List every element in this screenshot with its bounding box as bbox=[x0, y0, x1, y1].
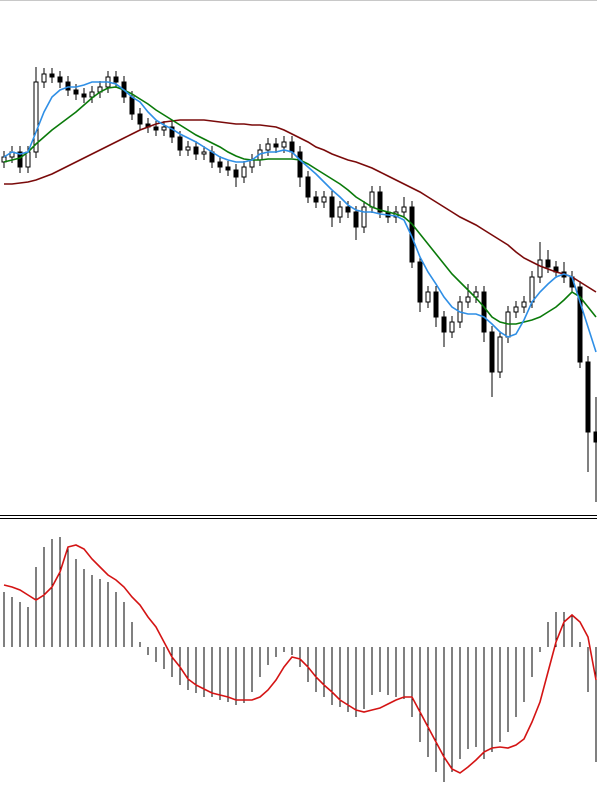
candle-body bbox=[425, 291, 431, 303]
candle-body bbox=[41, 73, 47, 83]
candle-body bbox=[273, 143, 279, 148]
candle-body bbox=[417, 261, 423, 303]
candle-body bbox=[289, 141, 295, 153]
candle-body bbox=[545, 259, 551, 268]
moving-average bbox=[3, 81, 597, 353]
candle-body bbox=[201, 151, 207, 155]
candle-body bbox=[401, 206, 407, 213]
candle-body bbox=[25, 151, 31, 168]
candle-body bbox=[369, 191, 375, 208]
candle-body bbox=[169, 126, 175, 138]
candle-body bbox=[57, 76, 63, 83]
candle-body bbox=[361, 206, 367, 228]
candle-body bbox=[65, 81, 71, 91]
candle-body bbox=[241, 166, 247, 178]
candle-body bbox=[465, 296, 471, 303]
candle-body bbox=[225, 166, 231, 171]
candle-body bbox=[313, 196, 319, 203]
candle-body bbox=[17, 151, 23, 168]
candle-body bbox=[153, 126, 159, 131]
candle-body bbox=[321, 196, 327, 203]
candle-body bbox=[73, 89, 79, 95]
candle-body bbox=[337, 206, 343, 218]
candle-body bbox=[441, 316, 447, 333]
candle-body bbox=[537, 259, 543, 278]
candle-body bbox=[577, 286, 583, 363]
candle-body bbox=[137, 113, 143, 125]
candle-body bbox=[129, 96, 135, 115]
candle-body bbox=[33, 81, 39, 153]
moving-average bbox=[3, 86, 597, 325]
candle-body bbox=[265, 143, 271, 151]
candle-body bbox=[281, 141, 287, 148]
candle-body bbox=[305, 176, 311, 198]
candle-body bbox=[113, 76, 119, 83]
candle-body bbox=[329, 196, 335, 218]
candle-body bbox=[353, 211, 359, 228]
candle-body bbox=[161, 126, 167, 131]
candle-body bbox=[489, 331, 495, 373]
candle-body bbox=[185, 146, 191, 151]
candle-body bbox=[481, 291, 487, 333]
candle-body bbox=[449, 321, 455, 333]
moving-average bbox=[4, 119, 597, 293]
candle-body bbox=[529, 276, 535, 303]
candle-body bbox=[233, 169, 239, 178]
signal-line bbox=[3, 544, 597, 774]
candle-body bbox=[297, 151, 303, 178]
candle-body bbox=[81, 93, 87, 98]
candle-body bbox=[345, 206, 351, 213]
candle-body bbox=[593, 431, 597, 443]
candle-body bbox=[193, 146, 199, 155]
candle-body bbox=[49, 73, 55, 78]
candle-body bbox=[377, 191, 383, 213]
candle-body bbox=[433, 291, 439, 318]
candle-body bbox=[585, 361, 591, 433]
candle-body bbox=[521, 301, 527, 308]
candle-body bbox=[497, 336, 503, 373]
candle-body bbox=[217, 161, 223, 168]
candle-body bbox=[177, 136, 183, 151]
candle-body bbox=[513, 306, 519, 313]
